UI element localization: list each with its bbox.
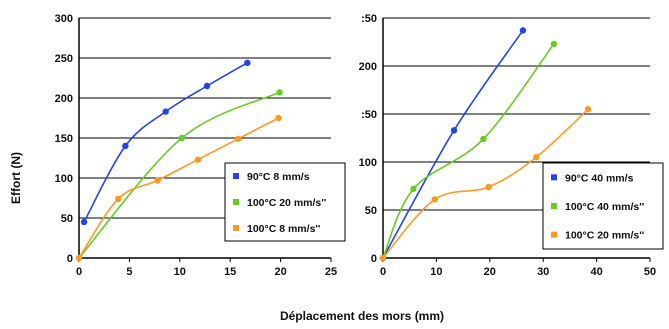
- legend-entry: 100°C 8 mm/s'': [247, 223, 320, 235]
- data-point: [533, 154, 540, 161]
- legend-entry: 90°C 40 mm/s: [565, 172, 634, 184]
- y-tick-label: 200: [55, 93, 73, 105]
- data-point: [162, 108, 169, 115]
- y-tick-label: 200: [359, 61, 377, 73]
- legend-entry: 100°C 20 mm/s'': [247, 197, 326, 209]
- data-point: [203, 82, 211, 90]
- x-tick-label: 10: [430, 266, 442, 278]
- data-point: [379, 254, 387, 262]
- data-point: [450, 127, 458, 134]
- data-point: [235, 135, 242, 142]
- legend-entry: 100°C 20 mm/s'': [565, 230, 644, 242]
- legend-box: [224, 162, 346, 242]
- legend-swatch: [233, 225, 239, 231]
- x-tick-label: 20: [274, 266, 286, 278]
- x-tick-label: 0: [380, 266, 386, 278]
- y-tick-label: 0: [67, 253, 73, 265]
- data-point: [550, 40, 558, 48]
- data-point: [80, 218, 88, 226]
- data-point: [276, 89, 283, 96]
- data-point: [244, 59, 251, 66]
- chart-right: 0 50 100 :50 200 :50 0 10 20 30 40 50 90°C 40 mm/s 10…: [359, 13, 664, 278]
- data-point: [431, 196, 438, 203]
- y-tick-label: 50: [61, 213, 73, 225]
- y-tick-label: 150: [55, 133, 73, 145]
- x-tick-label: 10: [174, 266, 186, 278]
- y-tick-label: 50: [365, 205, 377, 217]
- legend-entry: 90°C 8 mm/s: [247, 171, 310, 183]
- x-tick-label: 30: [537, 266, 549, 278]
- data-point: [584, 106, 592, 113]
- y-tick-label: 300: [55, 13, 73, 25]
- x-tick-label: 40: [590, 266, 602, 278]
- legend-box: [542, 162, 664, 250]
- legend-swatch: [551, 231, 557, 238]
- data-point: [115, 195, 122, 202]
- legend-swatch: [233, 173, 239, 179]
- legend-swatch: [551, 174, 557, 181]
- data-point: [122, 142, 129, 150]
- x-tick-label: 20: [484, 266, 496, 278]
- y-tick-label: :50: [361, 13, 377, 25]
- data-point: [194, 156, 202, 163]
- data-point: [275, 114, 282, 122]
- y-tick-label: 0: [371, 253, 377, 265]
- y-tick-label: :50: [361, 109, 377, 121]
- y-axis-label: Effort (N): [9, 152, 23, 204]
- legend-swatch: [233, 199, 239, 205]
- y-tick-label: 100: [359, 157, 377, 169]
- series-line: [382, 43, 555, 259]
- data-point: [485, 183, 492, 191]
- data-point: [480, 135, 487, 143]
- x-tick-label: 5: [126, 266, 132, 278]
- data-point: [75, 254, 83, 262]
- data-point: [178, 134, 186, 142]
- x-axis-label: Déplacement des mors (mm): [280, 309, 444, 323]
- x-tick-label: 0: [76, 266, 82, 278]
- x-tick-label: 50: [644, 266, 656, 278]
- x-tick-label: 15: [224, 266, 236, 278]
- legend-swatch: [551, 203, 557, 209]
- data-point: [154, 177, 161, 184]
- legend-entry: 100°C 40 mm/s'': [565, 201, 644, 213]
- x-tick-label: 25: [325, 266, 337, 278]
- y-tick-label: 250: [55, 53, 73, 65]
- data-point: [519, 27, 527, 34]
- y-tick-label: 100: [55, 173, 73, 185]
- data-point: [410, 185, 417, 193]
- chart-left: 0 50 100 150 200 250 300 0 5 10 15 20 25 90°C 8 mm/s 1…: [55, 13, 346, 278]
